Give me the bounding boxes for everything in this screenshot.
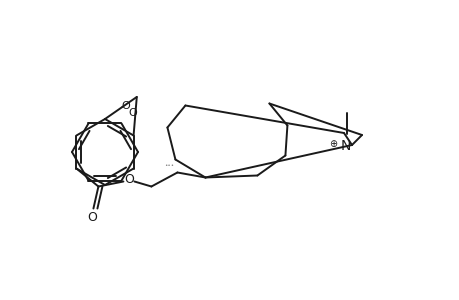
Text: O: O <box>121 101 129 111</box>
Text: N: N <box>340 139 350 153</box>
Text: O: O <box>128 108 136 118</box>
Text: •••: ••• <box>164 163 174 168</box>
Text: O: O <box>87 211 97 224</box>
Text: ⊕: ⊕ <box>328 139 336 149</box>
Text: O: O <box>124 173 134 186</box>
